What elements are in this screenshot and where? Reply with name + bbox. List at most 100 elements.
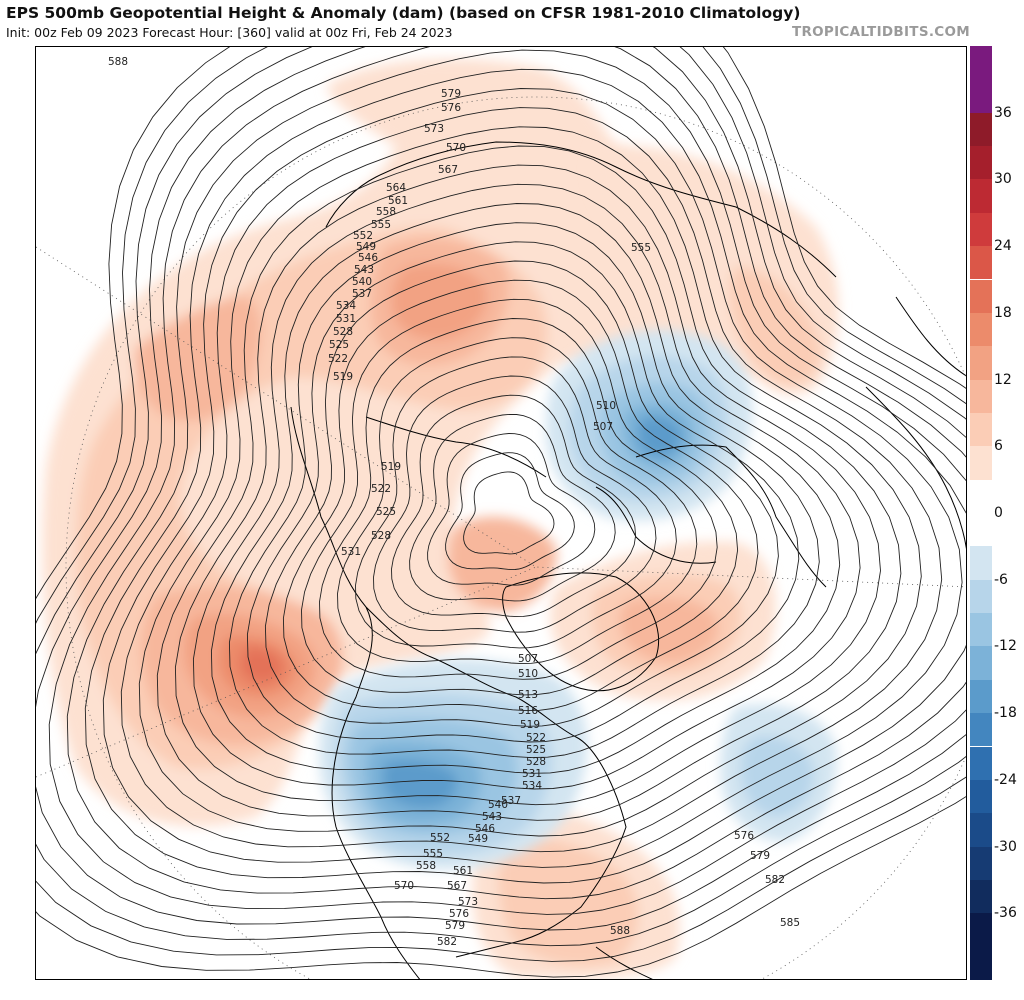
colorbar-segment [970,613,992,647]
contour-label: 579 [441,88,461,100]
contour-label: 531 [341,546,361,558]
contour-label: 552 [430,832,450,844]
contour-label: 537 [501,795,521,807]
contour-label: 507 [593,421,613,433]
anomaly-shading [42,58,839,979]
height-contour [174,164,881,806]
contour-label: 543 [354,264,374,276]
map-title: EPS 500mb Geopotential Height & Anomaly … [6,4,801,22]
colorbar-segment [970,212,992,247]
colorbar-segment [970,646,992,680]
colorbar-segment [970,779,992,814]
colorbar-tick-label: -12 [994,638,1017,655]
colorbar-tick-label: -18 [994,705,1017,722]
contour-label: 507 [518,653,538,665]
contour-label: 519 [333,371,353,383]
contour-label: 573 [424,123,444,135]
contour-label: 576 [441,102,461,114]
colorbar-tick-label: 0 [994,505,1003,521]
contour-label: 531 [336,313,356,325]
height-contour [48,47,966,915]
colorbar-segment [970,379,992,413]
height-contour [36,47,966,962]
contour-label: 588 [108,56,128,68]
contour-label: 537 [352,288,372,300]
contour-label: 546 [358,252,378,264]
height-contour [319,318,718,680]
positive-anomaly-west-coast [42,58,829,827]
height-contour [192,183,861,790]
colorbar-segment [970,913,992,980]
colorbar-segment [970,546,992,580]
contour-label: 561 [388,195,408,207]
colorbar-segment [970,412,992,447]
asia-coast [325,141,837,478]
contour-label: 516 [518,705,538,717]
colorbar-segment [970,479,992,547]
contour-label: 573 [458,896,478,908]
anomaly-colorbar [970,46,992,980]
contour-label: 555 [371,219,391,231]
height-contour [120,107,943,853]
europe-coast [595,444,827,588]
height-contour [409,413,616,602]
contour-label: 531 [522,768,542,780]
height-contour [445,452,575,571]
contour-label: 510 [518,668,538,680]
colorbar-tick-label: 6 [994,438,1003,455]
contour-label: 513 [518,689,538,701]
contour-label: 558 [376,206,396,218]
contour-label: 570 [394,880,414,892]
height-contour [102,88,963,868]
contour-label: 528 [526,756,546,768]
height-contour [427,433,596,586]
contour-label: 555 [631,242,651,254]
contour-label: 558 [416,860,436,872]
contour-label: 582 [437,936,457,948]
colorbar-tick-label: -30 [994,838,1017,855]
colorbar-segment [970,879,992,914]
colorbar-segment [970,346,992,380]
contour-label: 525 [376,506,396,518]
colorbar-segment [970,312,992,347]
contour-label: 534 [522,780,542,792]
height-contour [156,145,902,821]
contour-label: 588 [610,925,630,937]
contour-label: 510 [596,400,616,412]
height-contour [355,356,677,649]
colorbar-segment [970,179,992,213]
contour-label: 519 [520,719,540,731]
height-contour [36,47,966,947]
contour-label: 525 [526,744,546,756]
height-contour [301,298,739,696]
contour-label: 570 [446,142,466,154]
contour-label: 549 [468,833,488,845]
height-contours [36,47,966,978]
contour-labels: 5885795765735705675645615585555525495465… [108,56,800,948]
contour-label: 579 [750,850,770,862]
contour-label: 522 [328,353,348,365]
negative-anomaly-north-america [319,658,837,870]
colorbar-segment [970,813,992,847]
map-canvas: 5885795765735705675645615585555525495465… [36,47,966,979]
contour-label: 528 [371,530,391,542]
positive-anomaly-atlantic [472,145,839,979]
colorbar-segment [970,446,992,480]
colorbar-segment [970,246,992,280]
contour-label: 579 [445,920,465,932]
contour-label: 543 [482,811,502,823]
height-contour [373,375,657,633]
contour-label: 540 [488,799,508,811]
height-contour [210,203,841,774]
contour-label: 525 [329,339,349,351]
contour-label: 567 [447,880,467,892]
colorbar-segment [970,746,992,780]
contour-label: 519 [381,461,401,473]
height-contour [337,337,698,665]
height-contour [138,126,922,837]
colorbar-tick-label: 36 [994,104,1012,121]
contour-label: 534 [336,300,356,312]
contour-label: 582 [765,874,785,886]
contour-label: 522 [371,483,391,495]
height-contour [391,394,637,618]
